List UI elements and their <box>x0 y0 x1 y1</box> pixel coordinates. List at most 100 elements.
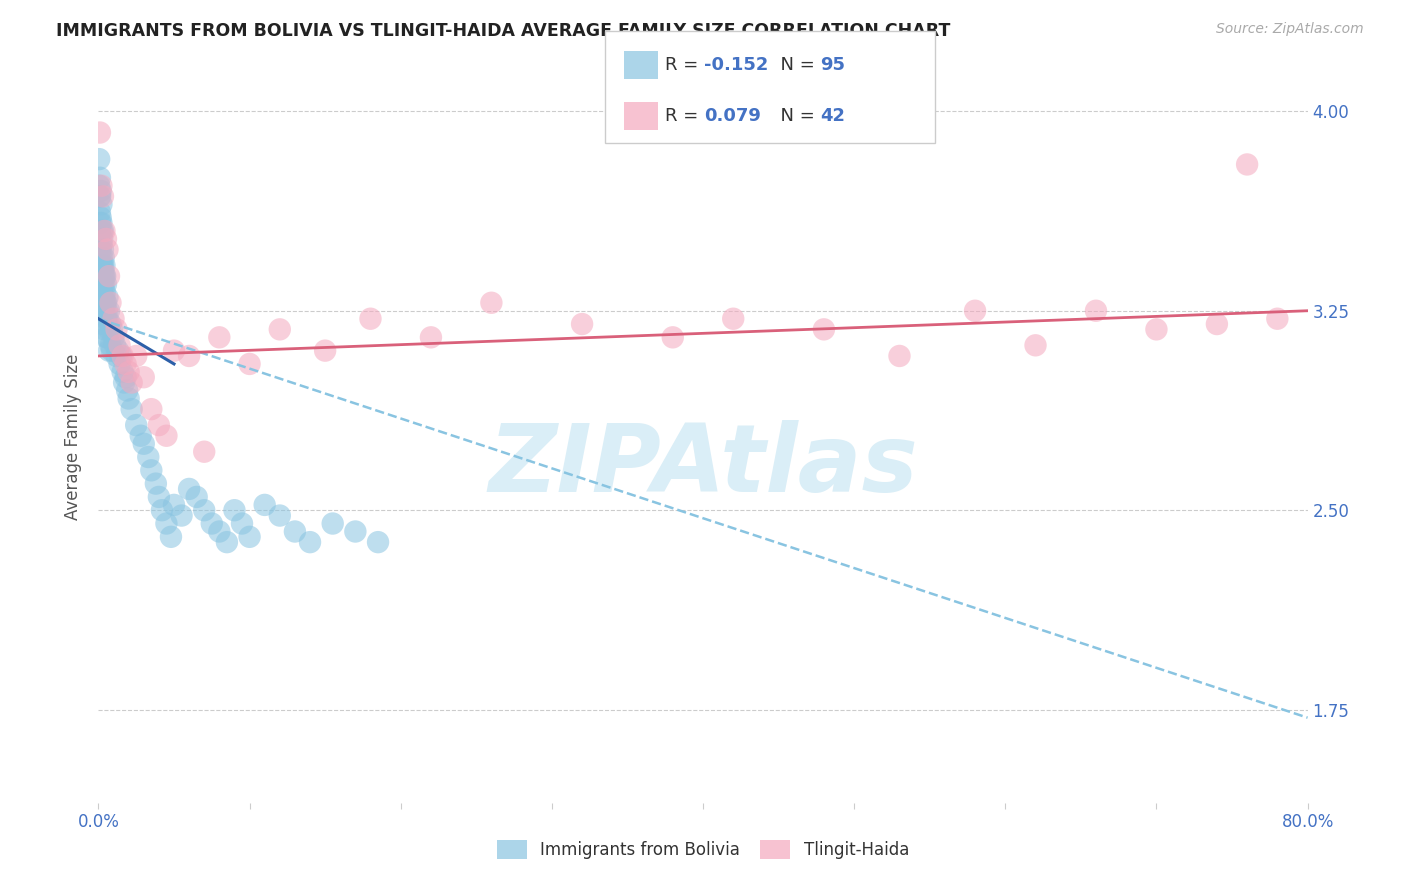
Point <box>114 357 136 371</box>
Point <box>1267 311 1289 326</box>
Point <box>98 343 121 358</box>
Point <box>103 330 125 344</box>
Point <box>103 311 125 326</box>
Legend: Immigrants from Bolivia, Tlingit-Haida: Immigrants from Bolivia, Tlingit-Haida <box>489 831 917 868</box>
Point <box>93 290 115 304</box>
Point <box>269 508 291 523</box>
Point <box>208 330 231 344</box>
Point <box>344 524 367 539</box>
Point <box>100 317 122 331</box>
Text: R =: R = <box>665 56 704 74</box>
Point <box>89 178 111 193</box>
Point <box>132 370 155 384</box>
Point <box>93 322 115 336</box>
Point <box>90 295 112 310</box>
Point <box>136 450 159 464</box>
Point <box>93 269 115 284</box>
Point <box>91 277 114 292</box>
Point <box>91 259 114 273</box>
Point <box>108 338 131 352</box>
Point <box>299 535 322 549</box>
Point <box>125 349 148 363</box>
Point <box>93 303 115 318</box>
Point <box>91 224 114 238</box>
Point <box>98 303 121 318</box>
Point <box>150 503 173 517</box>
Point <box>93 251 115 265</box>
Point <box>322 516 344 531</box>
Point <box>96 290 118 304</box>
Point <box>215 535 238 549</box>
Point <box>148 490 170 504</box>
Point <box>163 343 186 358</box>
Point <box>91 264 114 278</box>
Text: ZIPAtlas: ZIPAtlas <box>488 420 918 512</box>
Point <box>100 295 122 310</box>
Point <box>1085 303 1108 318</box>
Point <box>239 530 262 544</box>
Text: Source: ZipAtlas.com: Source: ZipAtlas.com <box>1216 22 1364 37</box>
Point <box>160 530 183 544</box>
Point <box>118 365 141 379</box>
Point <box>89 224 111 238</box>
Point <box>481 295 503 310</box>
Point <box>90 184 112 198</box>
Point <box>314 343 336 358</box>
Point <box>420 330 443 344</box>
Point <box>1236 157 1258 171</box>
Point <box>90 243 112 257</box>
Point <box>94 295 117 310</box>
Point <box>155 516 177 531</box>
Text: 42: 42 <box>820 107 845 125</box>
Point <box>186 490 208 504</box>
Point <box>125 418 148 433</box>
Point <box>94 311 117 326</box>
Point <box>231 516 253 531</box>
Point <box>90 259 112 273</box>
Text: IMMIGRANTS FROM BOLIVIA VS TLINGIT-HAIDA AVERAGE FAMILY SIZE CORRELATION CHART: IMMIGRANTS FROM BOLIVIA VS TLINGIT-HAIDA… <box>56 22 950 40</box>
Point <box>111 349 134 363</box>
Point <box>94 277 117 292</box>
Point <box>96 311 118 326</box>
Point <box>94 295 117 310</box>
Point <box>89 126 111 140</box>
Point <box>269 322 291 336</box>
Point <box>90 277 112 292</box>
Point <box>91 259 114 273</box>
Point <box>104 338 127 352</box>
Point <box>94 232 117 246</box>
Point <box>360 311 382 326</box>
Point <box>723 311 745 326</box>
Point <box>141 402 163 417</box>
Text: -0.152: -0.152 <box>704 56 769 74</box>
Point <box>89 189 111 203</box>
Point <box>201 516 224 531</box>
Point <box>90 178 112 193</box>
Point <box>179 349 201 363</box>
Point <box>965 303 987 318</box>
Point <box>96 330 118 344</box>
Point <box>1024 338 1046 352</box>
Point <box>101 322 124 336</box>
Point <box>105 322 128 336</box>
Point <box>91 189 114 203</box>
Point <box>90 237 112 252</box>
Point <box>114 370 136 384</box>
Point <box>98 269 121 284</box>
Y-axis label: Average Family Size: Average Family Size <box>63 354 82 520</box>
Point <box>96 303 118 318</box>
Point <box>661 330 683 344</box>
Point <box>889 349 911 363</box>
Point <box>108 357 131 371</box>
Point <box>284 524 307 539</box>
Point <box>571 317 593 331</box>
Point <box>91 243 114 257</box>
Point <box>367 535 389 549</box>
Point <box>94 285 117 299</box>
Point <box>93 277 115 292</box>
Point <box>90 216 112 230</box>
Point <box>121 376 143 390</box>
Point <box>253 498 276 512</box>
Point <box>105 349 128 363</box>
Point <box>224 503 246 517</box>
